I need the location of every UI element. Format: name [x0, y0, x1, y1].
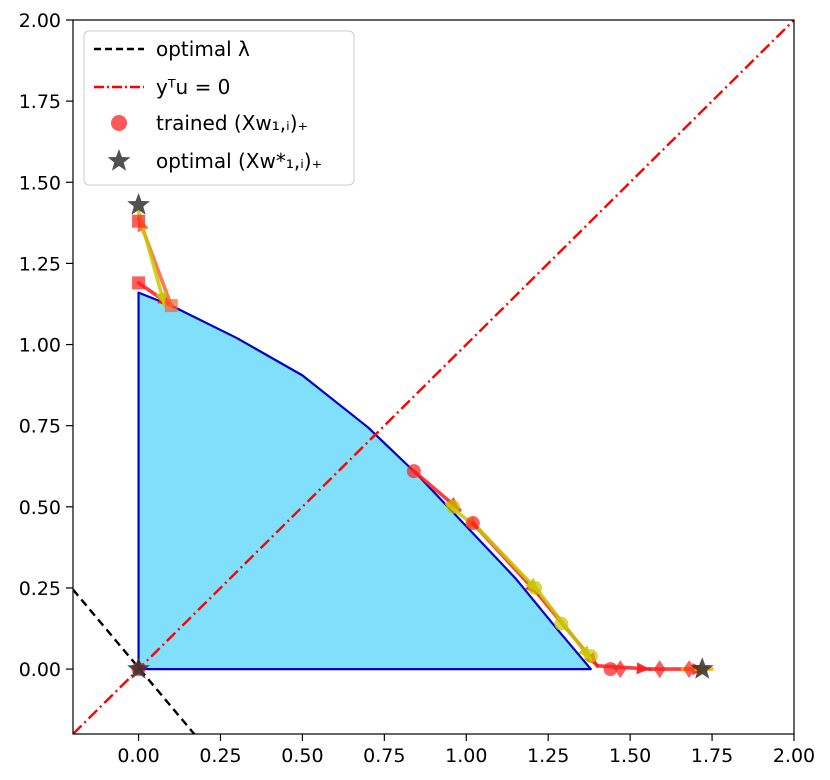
legend-label-optimal-lambda: optimal λ: [156, 37, 250, 61]
x-tick-label: 1.00: [445, 745, 487, 767]
feasible-region: [137, 291, 592, 671]
x-tick-label: 1.50: [609, 745, 651, 767]
data-point: [554, 616, 569, 631]
data-point: [132, 276, 146, 290]
data-point: [683, 660, 696, 679]
legend: optimal λ yᵀu = 0 trained (Xw₁,ᵢ)₊ optim…: [83, 30, 355, 186]
data-point: [406, 464, 421, 479]
x-tick-label: 0.25: [199, 745, 241, 767]
data-point-star: [127, 192, 150, 215]
plot-area: [73, 20, 794, 734]
data-point: [583, 649, 598, 664]
x-axis: 0.00 0.25 0.50 0.75 1.00 1.25 1.50 1.75 2.00: [117, 734, 815, 767]
y-tick-label: 1.00: [19, 335, 61, 357]
y-axis: 0.00 0.25 0.50 0.75 1.00 1.25 1.50 1.75 2.00: [19, 10, 73, 681]
data-point: [528, 580, 543, 595]
data-point: [132, 214, 146, 228]
data-point: [614, 660, 627, 679]
y-tick-label: 1.25: [19, 253, 61, 275]
y-tick-label: 2.00: [19, 10, 61, 32]
series-line-0: [73, 588, 196, 734]
y-tick-label: 1.75: [19, 91, 61, 113]
legend-circle-marker-icon: [111, 115, 127, 131]
data-point-star: [127, 657, 150, 679]
legend-box: [83, 30, 355, 186]
legend-label-constraint: yᵀu = 0: [156, 75, 230, 99]
y-tick-label: 1.50: [19, 172, 61, 194]
data-point: [164, 299, 178, 313]
series-line-1: [73, 20, 794, 734]
data-point: [446, 499, 461, 514]
x-tick-label: 0.00: [117, 745, 159, 767]
x-tick-label: 2.00: [773, 745, 815, 767]
arrow-head: [636, 662, 650, 675]
x-tick-label: 1.75: [691, 745, 733, 767]
data-point: [603, 662, 618, 677]
data-point: [653, 660, 666, 679]
data-point: [465, 516, 480, 531]
x-tick-label: 1.25: [527, 745, 569, 767]
x-tick-label: 0.75: [363, 745, 405, 767]
legend-label-optimal-star: optimal (Xw*₁,ᵢ)₊: [156, 149, 322, 173]
arrow-head: [155, 291, 168, 306]
y-tick-label: 0.25: [19, 578, 61, 600]
x-tick-label: 0.50: [281, 745, 323, 767]
data-point-star: [690, 657, 714, 679]
trajectory-segment: [477, 527, 541, 594]
plot-frame: [72, 19, 795, 735]
y-tick-label: 0.50: [19, 497, 61, 519]
y-tick-label: 0.00: [19, 659, 61, 681]
legend-label-trained: trained (Xw₁,ᵢ)₊: [156, 111, 308, 135]
legend-star-marker-icon: [107, 149, 131, 171]
y-tick-label: 0.75: [19, 416, 61, 438]
